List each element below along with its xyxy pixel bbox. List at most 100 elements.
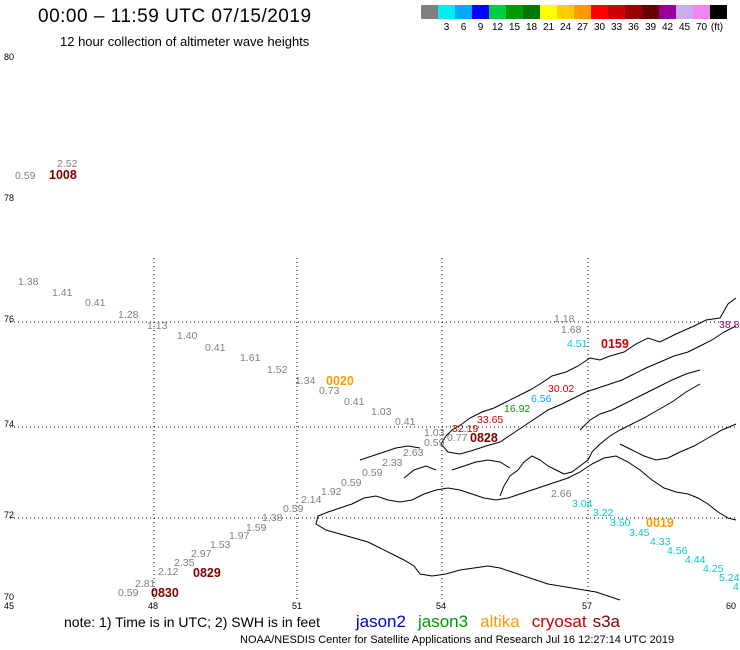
- latitude-label: 78: [4, 193, 14, 203]
- map-gridlines: [10, 258, 736, 600]
- latitude-label: 74: [4, 419, 14, 429]
- color-swatch-label: 36: [627, 22, 640, 33]
- wave-height-value: 33.65: [477, 414, 503, 426]
- wave-height-value: 1.03: [424, 427, 445, 439]
- wave-height-value: 1.59: [246, 522, 267, 534]
- wave-height-value: 1.97: [229, 530, 250, 542]
- coastline-north: [440, 297, 737, 455]
- longitude-label: 48: [148, 601, 158, 611]
- satellite-legend: jason2 jason3 altika cryosat s3a: [324, 612, 620, 631]
- color-swatch: [659, 5, 676, 19]
- track-time-label: 0019: [646, 516, 674, 530]
- wave-height-value: 2.66: [551, 488, 572, 500]
- wave-height-value: 4.25: [703, 563, 724, 575]
- satellite-label-jason3: jason3: [417, 612, 469, 631]
- wave-height-value: 0.41: [395, 416, 416, 428]
- wave-height-value: 0.59: [15, 170, 36, 182]
- wave-height-value: 4.33: [650, 536, 671, 548]
- color-swatch: [591, 5, 608, 19]
- color-swatch-label: 27: [576, 22, 589, 33]
- wave-height-value: 4.51: [567, 338, 588, 350]
- wave-height-value: 0.59: [362, 467, 383, 479]
- wave-height-value: 0.41: [344, 396, 365, 408]
- track-time-label: 0830: [151, 586, 179, 600]
- color-swatch-label: 42: [661, 22, 674, 33]
- color-swatch: [676, 5, 693, 19]
- wave-height-value: 1.53: [210, 539, 231, 551]
- color-swatch: [557, 5, 574, 19]
- color-swatch: [608, 5, 625, 19]
- color-swatch-label: 18: [525, 22, 538, 33]
- wave-height-value: 3.50: [610, 517, 631, 529]
- wave-height-value: 1.61: [240, 352, 261, 364]
- longitude-label: 60: [726, 601, 736, 611]
- color-swatch: [540, 5, 557, 19]
- wave-height-value: 1.68: [561, 324, 582, 336]
- color-swatch-label: 3: [443, 22, 450, 33]
- satellite-label-s3a: s3a: [592, 612, 620, 631]
- color-swatch-label: 9: [477, 22, 484, 33]
- color-swatch-label: 24: [559, 22, 572, 33]
- color-swatch: [642, 5, 659, 19]
- wave-height-value: 1.41: [52, 287, 73, 299]
- color-swatch-label: 39: [644, 22, 657, 33]
- track-time-label: 0020: [326, 374, 354, 388]
- color-legend-unit: (ft): [710, 22, 724, 33]
- color-swatch: [710, 5, 727, 19]
- wave-height-value: 1.34: [295, 375, 316, 387]
- longitude-label: 54: [436, 601, 446, 611]
- wave-height-value: 2.97: [191, 548, 212, 560]
- wave-height-value: 2.81: [135, 578, 156, 590]
- wave-height-value: 0.59: [424, 437, 445, 449]
- wave-height-value: 2.52: [57, 158, 78, 170]
- wave-height-value: 0.73: [319, 385, 340, 397]
- color-swatch: [523, 5, 540, 19]
- satellite-label-altika: altika: [480, 612, 520, 631]
- longitude-label: 51: [292, 601, 302, 611]
- color-swatch: [506, 5, 523, 19]
- color-swatch-label: 6: [460, 22, 467, 33]
- track-time-label: 0829: [193, 566, 221, 580]
- color-swatch: [489, 5, 506, 19]
- latitude-label: 80: [4, 52, 14, 62]
- wave-height-value: 2.35: [174, 557, 195, 569]
- latitude-label: 72: [4, 510, 14, 520]
- color-swatch-label: 30: [593, 22, 606, 33]
- satellite-label-jason2: jason2: [355, 612, 406, 631]
- wave-height-value: 2.33: [382, 457, 403, 469]
- satellite-label-cryosat: cryosat: [531, 612, 587, 631]
- color-swatch-label: 70: [695, 22, 708, 33]
- wave-height-value: 1.13: [147, 320, 168, 332]
- wave-height-value: 2.12: [158, 566, 179, 578]
- color-swatch: [625, 5, 642, 19]
- wave-height-value: 1.03: [371, 406, 392, 418]
- color-swatch-label: 33: [610, 22, 623, 33]
- longitude-labels: 45 48 51 54 57 60: [4, 601, 736, 611]
- wave-height-value: 1.28: [118, 309, 139, 321]
- page-subtitle: 12 hour collection of altimeter wave hei…: [60, 34, 310, 49]
- color-swatch-label: 15: [508, 22, 521, 33]
- page-title: 00:00 – 11:59 UTC 07/15/2019: [38, 6, 312, 27]
- color-swatch: [574, 5, 591, 19]
- color-swatch: [693, 5, 710, 19]
- wave-height-value: 0.41: [205, 342, 226, 354]
- wave-height-value: 1.38: [262, 512, 283, 524]
- wave-height-value: 16.92: [504, 403, 530, 415]
- color-swatch: [438, 5, 455, 19]
- track-time-label: 1008: [49, 168, 77, 182]
- wave-height-value: 6.56: [531, 393, 552, 405]
- color-swatch-label: 45: [678, 22, 691, 33]
- wave-height-value: 0.59: [341, 477, 362, 489]
- color-legend-labels: 3 6 9 12 15 18 21 24 27 30 33 36 39 42 45 70 (ft): [421, 22, 731, 36]
- wave-height-value: 3.04: [572, 498, 593, 510]
- color-swatch-label: 12: [491, 22, 504, 33]
- wave-height-value: 1.38: [18, 276, 39, 288]
- longitude-label: 57: [582, 601, 592, 611]
- wave-height-value: 30.02: [548, 383, 574, 395]
- wave-height-value: 4.56: [667, 545, 688, 557]
- note-text: note: 1) Time is in UTC; 2) SWH is in fe…: [64, 614, 320, 630]
- track-time-label: 0828: [470, 431, 498, 445]
- wave-height-value: 4: [733, 581, 739, 593]
- latitude-label: 70: [4, 592, 14, 602]
- wave-height-value: 2.14: [301, 494, 322, 506]
